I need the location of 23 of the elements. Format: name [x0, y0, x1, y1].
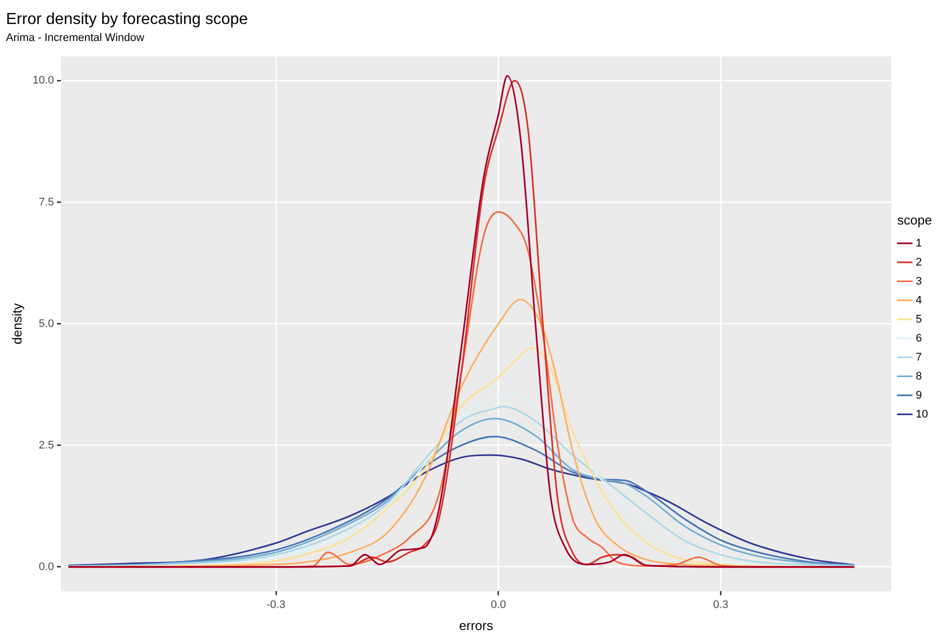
- x-axis-title: errors: [459, 618, 494, 633]
- legend-label: 7: [916, 351, 922, 364]
- legend-label: 6: [916, 332, 922, 344]
- legend-label: 10: [916, 408, 928, 420]
- legend-title: scope: [897, 212, 932, 228]
- chart-subtitle: Arima - Incremental Window: [6, 32, 144, 44]
- y-tick-label: 7.5: [38, 196, 54, 208]
- y-tick-label: 0.0: [38, 560, 54, 573]
- x-tick-label: 0.0: [490, 598, 506, 611]
- legend-label: 1: [916, 237, 922, 250]
- x-tick-label: 0.3: [713, 598, 728, 611]
- legend-label: 2: [916, 256, 922, 268]
- y-tick-label: 2.5: [38, 439, 54, 452]
- legend-label: 5: [916, 313, 922, 326]
- chart-title: Error density by forecasting scope: [6, 11, 248, 28]
- legend-label: 8: [916, 370, 922, 382]
- legend-label: 3: [916, 275, 922, 288]
- legend-label: 4: [916, 294, 922, 306]
- legend-label: 9: [916, 389, 922, 402]
- x-tick-label: -0.3: [266, 598, 286, 611]
- y-tick-label: 5.0: [38, 318, 54, 330]
- y-axis-title: density: [9, 302, 24, 344]
- y-tick-label: 10.0: [32, 74, 54, 87]
